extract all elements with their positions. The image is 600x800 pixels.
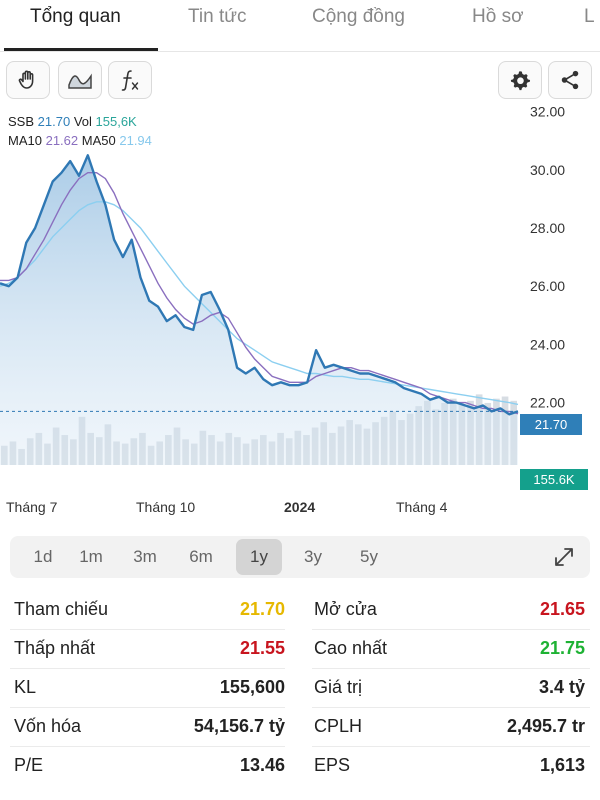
top-tab-bar: Tổng quan Tin tức Cộng đồng Hồ sơ L (0, 0, 600, 52)
stat-row: P/E 13.46 EPS 1,613 (0, 746, 600, 786)
tab-profile[interactable]: Hồ sơ (472, 6, 524, 27)
current-volume-tag: 155.6K (520, 469, 588, 490)
vol-value: 155,6K (95, 114, 137, 129)
stat-row: KL 155,600 Giá trị 3.4 tỷ (0, 668, 600, 708)
stat-value-value: 3.4 tỷ (538, 677, 585, 697)
ma50-line (0, 201, 519, 406)
stat-label-value: Giá trị (314, 677, 363, 697)
tab-more[interactable]: L (584, 6, 595, 27)
stat-label-open: Mở cửa (314, 599, 377, 619)
stat-row: Vốn hóa 54,156.7 tỷ CPLH 2,495.7 tr (0, 707, 600, 747)
active-tab-indicator (4, 48, 158, 51)
period-selector: 1d 1m 3m 6m 1y 3y 5y (10, 536, 590, 578)
price-line (0, 154, 519, 416)
stat-value-low: 21.55 (239, 638, 285, 658)
ma10-label: MA10 (8, 133, 42, 148)
x-tick-label: Tháng 4 (396, 499, 448, 515)
price-legend: SSB 21.70 Vol 155,6K (8, 114, 137, 129)
y-tick-label: 28.00 (530, 220, 565, 236)
y-tick-label: 22.00 (530, 395, 565, 411)
x-tick-label: Tháng 7 (6, 499, 58, 515)
share-button[interactable] (548, 61, 592, 99)
symbol-label: SSB (8, 114, 35, 129)
period-1y[interactable]: 1y (236, 539, 282, 575)
period-3y[interactable]: 3y (304, 547, 322, 566)
y-tick-label: 32.00 (530, 104, 565, 120)
stat-label-volume: KL (14, 677, 37, 697)
y-tick-label: 24.00 (530, 336, 565, 352)
stat-value-market-cap: 54,156.7 tỷ (193, 716, 285, 736)
function-icon (121, 70, 139, 91)
y-tick-label: 26.00 (530, 278, 565, 294)
expand-icon[interactable] (552, 545, 576, 569)
period-1m[interactable]: 1m (79, 547, 103, 566)
line-style-button[interactable] (58, 61, 102, 99)
price-chart[interactable]: 32.00 30.00 28.00 26.00 24.00 22.00 Tháng 7 Thá… (0, 100, 600, 525)
ma10-line (0, 172, 519, 415)
tab-community[interactable]: Cộng đồng (312, 6, 405, 27)
hand-pan-button[interactable] (6, 61, 50, 99)
stat-row: Tham chiếu 21.70 Mở cửa 21.65 (0, 590, 600, 630)
settings-button[interactable] (498, 61, 542, 99)
share-icon (561, 70, 579, 90)
stat-label-reference: Tham chiếu (14, 599, 109, 619)
price-area (0, 155, 518, 466)
period-3m[interactable]: 3m (133, 547, 157, 566)
stat-value-reference: 21.70 (239, 599, 285, 619)
stat-label-market-cap: Vốn hóa (14, 716, 82, 736)
ma50-label: MA50 (81, 133, 116, 148)
stat-value-eps: 1,613 (539, 755, 585, 775)
stat-label-eps: EPS (314, 755, 351, 775)
vol-label: Vol (73, 114, 92, 129)
stat-value-open: 21.65 (539, 599, 585, 619)
stat-label-high: Cao nhất (314, 638, 388, 658)
x-tick-label: 2024 (284, 499, 315, 515)
ma10-value: 21.62 (45, 133, 79, 148)
stat-value-volume: 155,600 (219, 677, 285, 697)
period-1d[interactable]: 1d (33, 547, 53, 566)
stat-label-low: Thấp nhất (14, 638, 96, 658)
function-button[interactable] (108, 61, 152, 99)
hand-pan-icon (18, 70, 34, 89)
stat-label-shares: CPLH (314, 716, 363, 736)
line-style-icon (68, 73, 92, 89)
tab-overview[interactable]: Tổng quan (30, 6, 121, 27)
period-5y[interactable]: 5y (360, 547, 378, 566)
stat-label-pe: P/E (14, 755, 44, 775)
stat-value-pe: 13.46 (239, 755, 285, 775)
stat-value-shares: 2,495.7 tr (506, 716, 585, 736)
period-6m[interactable]: 6m (189, 547, 213, 566)
stat-value-high: 21.75 (539, 638, 585, 658)
current-price-tag: 21.70 (520, 414, 582, 435)
ma50-value: 21.94 (119, 133, 152, 148)
y-tick-label: 30.00 (530, 162, 565, 178)
ma-legend: MA10 21.62 MA50 21.94 (8, 133, 152, 148)
tab-news[interactable]: Tin tức (188, 6, 247, 27)
gear-icon (510, 71, 531, 91)
price-value: 21.70 (37, 114, 71, 129)
stat-row: Thấp nhất 21.55 Cao nhất 21.75 (0, 629, 600, 669)
x-tick-label: Tháng 10 (136, 499, 195, 515)
